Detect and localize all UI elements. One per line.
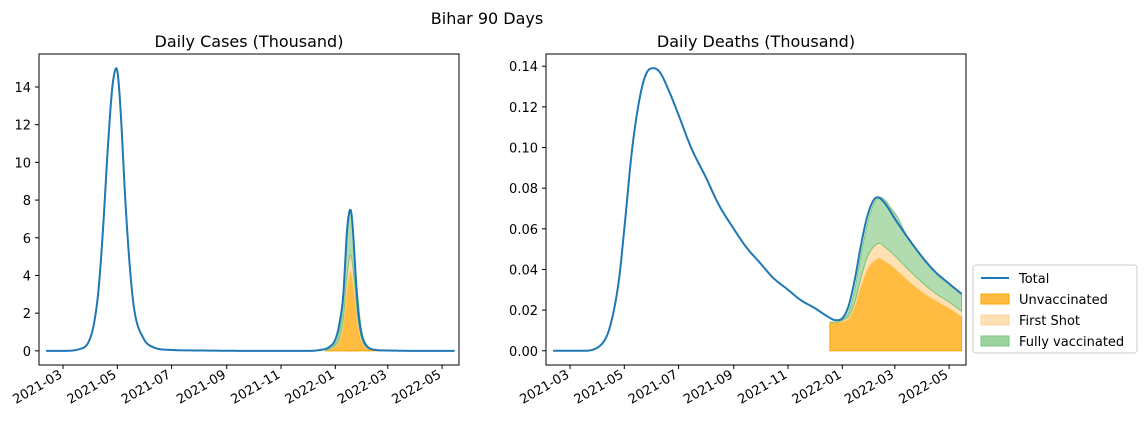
deaths-chart: Daily Deaths (Thousand) 0.00 0.02 0.04 0.06 0… <box>509 32 967 408</box>
y-tick-label: 10 <box>14 156 31 171</box>
x-tick-label: 2021-09 <box>174 367 229 407</box>
total-line <box>45 67 455 352</box>
y-tick-label: 0.02 <box>509 304 538 319</box>
legend-label: First Shot <box>1019 314 1080 329</box>
legend-swatch-patch <box>980 293 1010 305</box>
x-tick-label: 2021-07 <box>626 367 681 407</box>
y-tick-label: 2 <box>23 307 31 322</box>
x-tick-label: 2021-11 <box>228 367 283 407</box>
y-tick-label: 0.04 <box>509 263 538 278</box>
x-tick-label: 2022-01 <box>790 367 845 407</box>
x-tick-label: 2021-05 <box>572 367 627 407</box>
figure-suptitle: Bihar 90 Days <box>431 9 543 28</box>
y-tick-label: 0.14 <box>509 60 538 75</box>
axes-frame <box>38 53 460 366</box>
legend: Total Unvaccinated First Shot Fully vaccina… <box>972 264 1138 354</box>
y-tick-label: 4 <box>23 269 31 284</box>
legend-label: Fully vaccinated <box>1019 335 1124 350</box>
x-tick-label: 2021-05 <box>65 367 120 407</box>
y-tick-label: 0.12 <box>509 101 538 116</box>
legend-label: Unvaccinated <box>1019 293 1108 308</box>
cases-chart: Daily Cases (Thousand) 0 2 4 6 8 10 12 14 2021-03… <box>10 32 460 408</box>
y-tick-label: 0.08 <box>509 182 538 197</box>
axes-title: Daily Cases (Thousand) <box>155 32 344 51</box>
x-tick-label: 2021-03 <box>517 367 572 407</box>
x-tick-label: 2021-11 <box>735 367 790 407</box>
fully-vaccinated-area <box>829 196 963 323</box>
y-tick-label: 0.06 <box>509 223 538 238</box>
x-tick-label: 2021-03 <box>10 367 65 407</box>
x-tick-label: 2022-03 <box>335 367 390 407</box>
x-tick-label: 2021-09 <box>681 367 736 407</box>
total-line <box>552 67 963 352</box>
x-tick-label: 2022-01 <box>283 367 338 407</box>
legend-label: Total <box>1018 272 1049 287</box>
axes-frame <box>545 53 967 366</box>
y-tick-label: 0.10 <box>509 142 538 157</box>
axes-title: Daily Deaths (Thousand) <box>657 32 855 51</box>
y-tick-label: 8 <box>23 194 31 209</box>
x-tick-label: 2022-05 <box>390 367 445 407</box>
y-tick-label: 14 <box>14 81 31 96</box>
legend-frame <box>972 264 1138 354</box>
y-tick-label: 0.00 <box>509 345 538 360</box>
y-tick-label: 12 <box>14 119 31 134</box>
x-tick-label: 2022-05 <box>897 367 952 407</box>
legend-swatch-patch <box>980 314 1010 326</box>
x-tick-label: 2022-03 <box>842 367 897 407</box>
y-tick-label: 0 <box>23 345 31 360</box>
y-tick-label: 6 <box>23 232 31 247</box>
x-tick-label: 2021-07 <box>119 367 174 407</box>
legend-swatch-patch <box>980 335 1010 347</box>
